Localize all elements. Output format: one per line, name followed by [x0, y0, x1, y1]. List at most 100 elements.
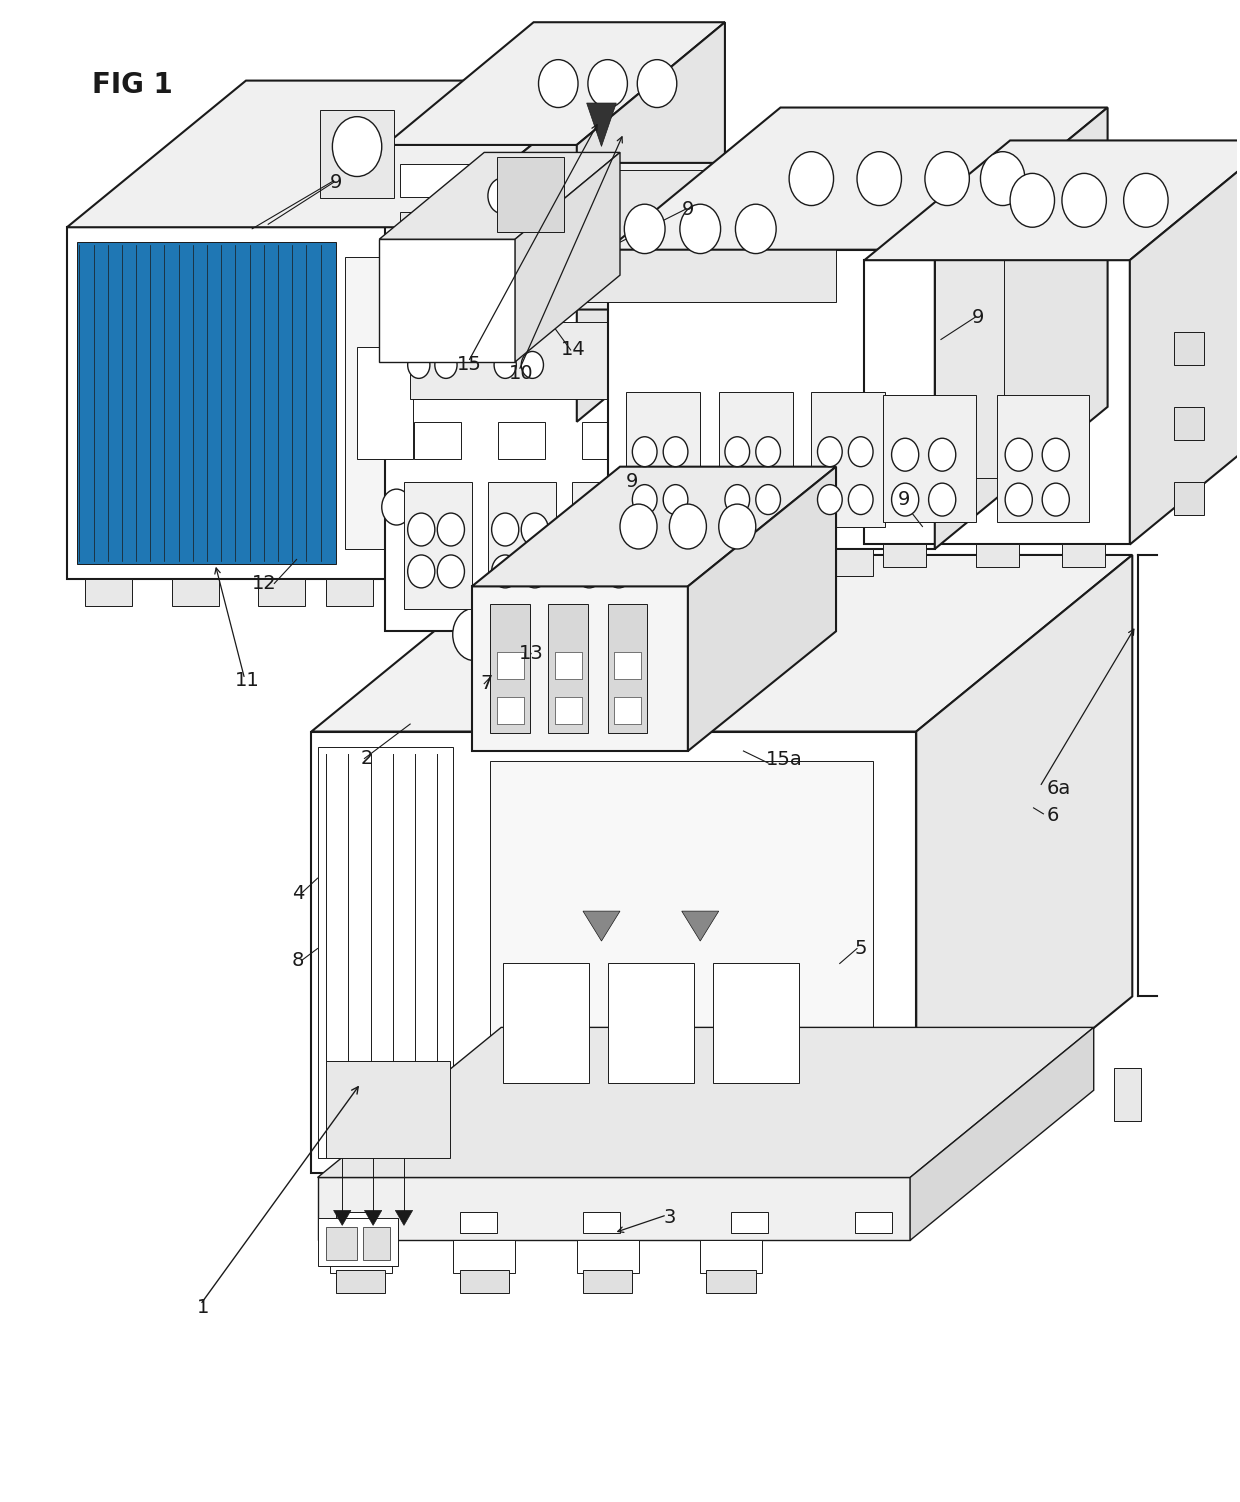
Polygon shape: [496, 697, 523, 724]
Polygon shape: [386, 23, 725, 144]
Circle shape: [438, 514, 465, 547]
Text: 9: 9: [682, 200, 694, 219]
Circle shape: [1006, 484, 1033, 517]
Polygon shape: [311, 554, 1132, 731]
Circle shape: [848, 485, 873, 515]
Polygon shape: [1173, 407, 1204, 440]
Circle shape: [575, 554, 603, 587]
Polygon shape: [626, 392, 701, 527]
Polygon shape: [725, 548, 774, 575]
Circle shape: [756, 437, 780, 467]
Circle shape: [1061, 173, 1106, 227]
Circle shape: [408, 315, 430, 342]
Circle shape: [569, 204, 610, 254]
Circle shape: [605, 554, 632, 587]
Polygon shape: [608, 249, 935, 548]
Polygon shape: [701, 1241, 761, 1274]
Polygon shape: [334, 1211, 351, 1226]
Circle shape: [632, 437, 657, 467]
Polygon shape: [472, 467, 836, 586]
Circle shape: [453, 608, 496, 661]
Polygon shape: [548, 604, 588, 733]
Circle shape: [494, 315, 516, 342]
Circle shape: [892, 439, 919, 472]
Circle shape: [580, 608, 622, 661]
Polygon shape: [486, 287, 554, 400]
Circle shape: [605, 514, 632, 547]
Circle shape: [1006, 439, 1033, 472]
Circle shape: [929, 439, 956, 472]
Polygon shape: [732, 1212, 768, 1233]
Polygon shape: [496, 156, 564, 231]
Circle shape: [408, 351, 430, 379]
Circle shape: [892, 484, 919, 517]
Polygon shape: [404, 482, 472, 608]
Polygon shape: [997, 395, 1089, 523]
Circle shape: [408, 514, 435, 547]
Circle shape: [756, 485, 780, 515]
Polygon shape: [401, 212, 554, 257]
Polygon shape: [1130, 141, 1240, 545]
Circle shape: [857, 152, 901, 206]
Circle shape: [722, 608, 765, 661]
Polygon shape: [357, 347, 413, 460]
Polygon shape: [976, 545, 1019, 566]
Polygon shape: [67, 227, 432, 578]
Circle shape: [538, 60, 578, 108]
Text: 2: 2: [361, 749, 373, 768]
Polygon shape: [86, 578, 133, 605]
Polygon shape: [401, 287, 469, 400]
Text: 8: 8: [291, 951, 304, 970]
Polygon shape: [410, 321, 645, 400]
Circle shape: [487, 177, 517, 213]
Polygon shape: [707, 1271, 756, 1293]
Polygon shape: [472, 586, 688, 751]
Polygon shape: [379, 239, 515, 362]
Circle shape: [817, 437, 842, 467]
Polygon shape: [432, 81, 610, 578]
Polygon shape: [554, 697, 582, 724]
Polygon shape: [583, 1212, 620, 1233]
Polygon shape: [172, 578, 218, 605]
Polygon shape: [608, 108, 1107, 249]
Polygon shape: [326, 1060, 450, 1158]
Text: 13: 13: [518, 644, 543, 664]
Polygon shape: [330, 1241, 392, 1274]
Circle shape: [1042, 484, 1069, 517]
Polygon shape: [515, 152, 620, 362]
Polygon shape: [487, 482, 556, 608]
Polygon shape: [614, 697, 641, 724]
Polygon shape: [570, 170, 836, 302]
Text: 9: 9: [626, 472, 639, 491]
Text: 9: 9: [330, 173, 342, 192]
Polygon shape: [77, 242, 336, 563]
Polygon shape: [497, 422, 544, 460]
Text: 15: 15: [458, 356, 482, 374]
Polygon shape: [326, 578, 373, 605]
Circle shape: [521, 554, 548, 587]
Text: 10: 10: [508, 365, 533, 383]
Polygon shape: [258, 578, 305, 605]
Circle shape: [491, 554, 518, 587]
Text: 6: 6: [1047, 807, 1059, 825]
Polygon shape: [414, 422, 461, 460]
Text: 14: 14: [560, 341, 585, 359]
Text: 9: 9: [972, 308, 985, 326]
Polygon shape: [688, 467, 836, 751]
Polygon shape: [67, 81, 610, 227]
Circle shape: [435, 351, 458, 379]
Text: 12: 12: [252, 574, 277, 593]
Circle shape: [663, 485, 688, 515]
Polygon shape: [682, 912, 719, 942]
Circle shape: [1042, 439, 1069, 472]
Circle shape: [637, 60, 677, 108]
Polygon shape: [363, 1227, 391, 1260]
Polygon shape: [379, 152, 620, 239]
Polygon shape: [320, 110, 394, 198]
Polygon shape: [670, 162, 848, 631]
Polygon shape: [317, 1218, 398, 1266]
Circle shape: [438, 554, 465, 587]
Text: 7: 7: [480, 674, 492, 692]
Polygon shape: [326, 1227, 357, 1260]
Circle shape: [588, 60, 627, 108]
